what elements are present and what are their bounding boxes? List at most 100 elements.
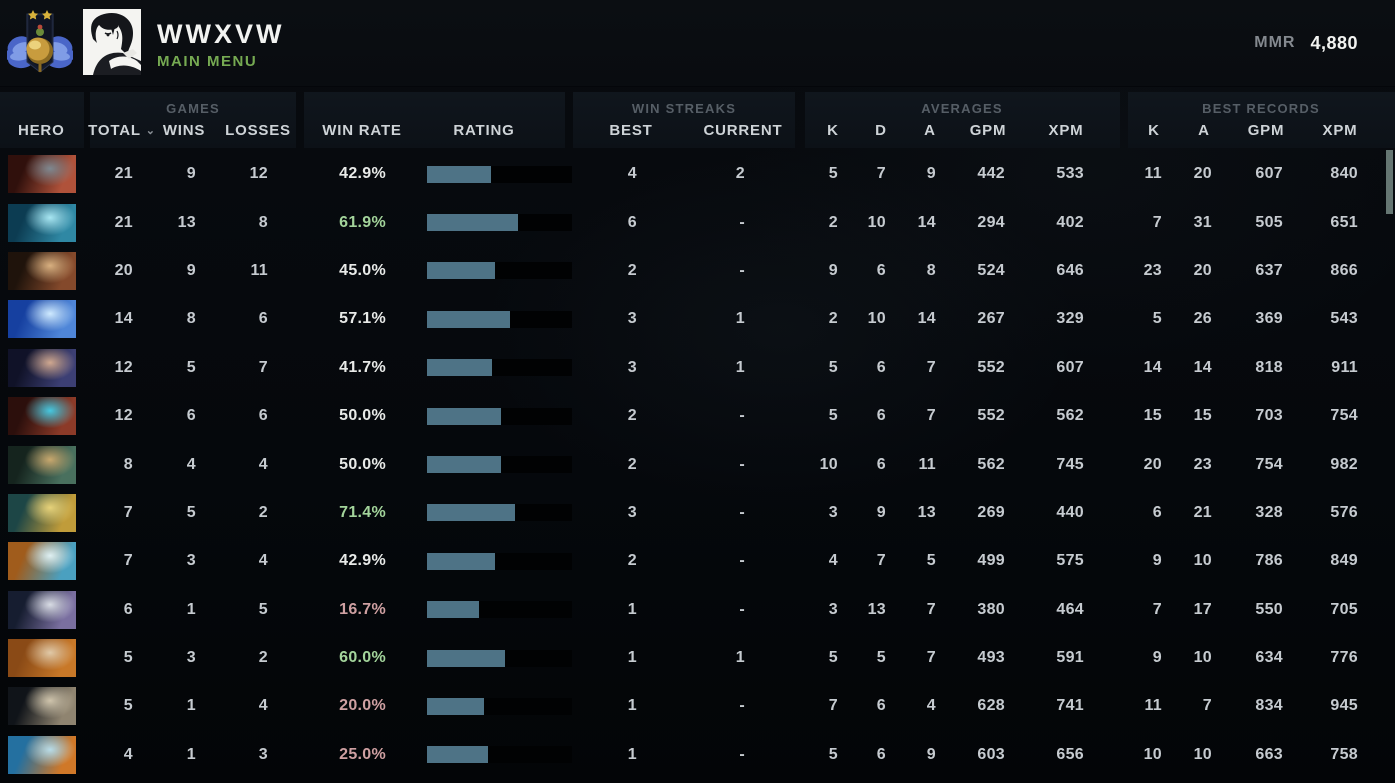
best-kills-value: 7 [1152,600,1162,618]
avg-deaths-value: 13 [867,600,886,618]
table-row[interactable]: 5 3 2 60.0% 1 1 5 5 7 493 591 9 10 634 7… [0,634,1395,682]
avg-xpm-value: 464 [1056,600,1084,618]
col-header-win-rate[interactable]: WIN RATE [322,122,402,139]
hero-portrait-sand-king[interactable] [8,493,76,532]
vertical-scrollbar[interactable] [1386,150,1393,780]
table-row[interactable]: 20 9 11 45.0% 2 - 9 6 8 524 646 23 20 63… [0,247,1395,295]
best-xpm-value: 945 [1330,697,1358,715]
table-row[interactable]: 7 3 4 42.9% 2 - 4 7 5 499 575 9 10 786 8… [0,537,1395,585]
col-header-avg-kills[interactable]: K [827,122,839,139]
table-row[interactable]: 21 13 8 61.9% 6 - 2 10 14 294 402 7 31 5… [0,198,1395,246]
best-gpm-value: 607 [1255,165,1283,183]
total-games-value: 21 [114,165,133,183]
col-header-current[interactable]: CURRENT [703,122,783,139]
topbar: WWXVW MAIN MENU MMR 4,880 [0,0,1395,87]
wins-value: 9 [186,261,196,279]
rating-bar-fill [427,504,516,522]
total-games-value: 6 [123,600,133,618]
rating-bar-fill [427,697,484,715]
hero-portrait-phantom-lancer[interactable] [8,542,76,581]
avg-assists-value: 9 [926,745,936,763]
best-assists-value: 20 [1193,261,1212,279]
hero-portrait-bristleback[interactable] [8,639,76,678]
col-header-best-xpm[interactable]: XPM [1322,122,1358,139]
avg-xpm-value: 656 [1056,745,1084,763]
win-rate-value: 42.9% [339,165,386,183]
rating-bar-fill [427,407,501,425]
avg-gpm-value: 380 [977,600,1005,618]
best-xpm-value: 776 [1330,649,1358,667]
current-streak-value: - [739,697,745,715]
rating-bar [386,359,572,377]
scrollbar-thumb[interactable] [1386,150,1393,214]
header-panel-hero [0,92,84,148]
table-row[interactable]: 7 5 2 71.4% 3 - 3 9 13 269 440 6 21 328 … [0,489,1395,537]
current-streak-value: - [739,745,745,763]
hero-portrait-luna[interactable] [8,348,76,387]
col-header-hero[interactable]: HERO [18,122,65,139]
rating-bar [386,697,572,715]
col-header-avg-gpm[interactable]: GPM [969,122,1007,139]
table-row[interactable]: 8 4 4 50.0% 2 - 10 6 11 562 745 20 23 75… [0,440,1395,488]
best-assists-value: 26 [1193,310,1212,328]
col-header-best[interactable]: BEST [609,122,653,139]
col-header-wins[interactable]: WINS [162,122,206,139]
table-row[interactable]: 21 9 12 42.9% 4 2 5 7 9 442 533 11 20 60… [0,150,1395,198]
avg-xpm-value: 329 [1056,310,1084,328]
hero-portrait-winter-wyvern[interactable] [8,203,76,242]
avg-deaths-value: 7 [876,552,886,570]
best-xpm-value: 754 [1330,407,1358,425]
col-header-avg-deaths[interactable]: D [875,122,887,139]
losses-value: 2 [258,649,268,667]
col-header-best-gpm[interactable]: GPM [1247,122,1285,139]
wins-value: 8 [186,310,196,328]
losses-value: 8 [258,213,268,231]
avg-gpm-value: 267 [977,310,1005,328]
avg-deaths-value: 9 [876,503,886,521]
hero-portrait-terrorblade[interactable] [8,397,76,436]
hero-portrait-axe[interactable] [8,155,76,194]
best-streak-value: 2 [627,261,637,279]
best-xpm-value: 705 [1330,600,1358,618]
total-games-value: 21 [114,213,133,231]
table-row[interactable]: 5 1 4 20.0% 1 - 7 6 4 628 741 11 7 834 9… [0,682,1395,730]
avg-assists-value: 5 [926,552,936,570]
rating-bar-track [427,746,572,764]
col-header-avg-assists[interactable]: A [924,122,936,139]
main-menu-link[interactable]: MAIN MENU [157,53,258,70]
hero-portrait-ancient-apparition[interactable] [8,300,76,339]
player-avatar[interactable] [83,9,141,75]
win-rate-value: 57.1% [339,310,386,328]
best-xpm-value: 982 [1330,455,1358,473]
table-row[interactable]: 12 6 6 50.0% 2 - 5 6 7 552 562 15 15 703… [0,392,1395,440]
avg-assists-value: 14 [917,213,936,231]
col-header-avg-xpm[interactable]: XPM [1048,122,1084,139]
hero-portrait-sven[interactable] [8,687,76,726]
col-header-total-sort[interactable]: TOTAL ⌄ [88,122,156,139]
col-header-rating[interactable]: RATING [453,122,515,139]
best-gpm-value: 818 [1255,358,1283,376]
avg-deaths-value: 6 [876,697,886,715]
hero-portrait-slark[interactable] [8,445,76,484]
table-row[interactable]: 12 5 7 41.7% 3 1 5 6 7 552 607 14 14 818… [0,344,1395,392]
table-row[interactable]: 14 8 6 57.1% 3 1 2 10 14 267 329 5 26 36… [0,295,1395,343]
rating-bar-track [427,310,572,328]
hero-portrait-naga-siren[interactable] [8,735,76,774]
rating-bar-fill [427,359,493,377]
current-streak-value: - [739,261,745,279]
col-header-best-assists[interactable]: A [1198,122,1210,139]
hero-portrait-drow-ranger[interactable] [8,590,76,629]
avg-deaths-value: 7 [876,165,886,183]
col-header-losses[interactable]: LOSSES [225,122,291,139]
header-panel-games [90,92,296,148]
hero-portrait-ursa[interactable] [8,251,76,290]
wins-value: 6 [186,407,196,425]
best-streak-value: 3 [627,358,637,376]
table-row[interactable]: 6 1 5 16.7% 1 - 3 13 7 380 464 7 17 550 … [0,586,1395,634]
table-row[interactable]: 4 1 3 25.0% 1 - 5 6 9 603 656 10 10 663 … [0,731,1395,779]
best-gpm-value: 637 [1255,261,1283,279]
col-header-best-kills[interactable]: K [1148,122,1160,139]
best-xpm-value: 849 [1330,552,1358,570]
avg-gpm-value: 269 [977,503,1005,521]
current-streak-value: - [739,407,745,425]
